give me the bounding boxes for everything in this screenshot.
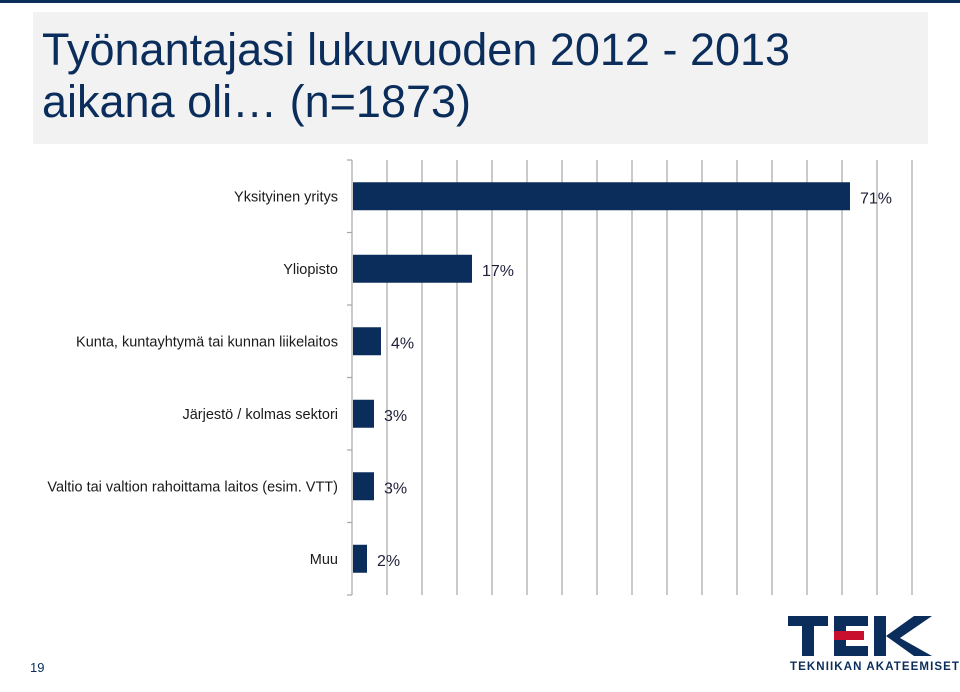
bar xyxy=(353,254,472,283)
data-label: 71% xyxy=(860,190,892,207)
bar xyxy=(353,399,374,428)
title-line-2: aikana oli… (n=1873) xyxy=(42,76,472,127)
category-label: Kunta, kuntayhtymä tai kunnan liikelaito… xyxy=(76,334,338,350)
tek-logo xyxy=(788,616,932,656)
category-label: Muu xyxy=(310,552,338,568)
title-box: Työnantajasi lukuvuoden 2012 - 2013 aika… xyxy=(33,12,928,144)
tek-logo-mark-icon xyxy=(788,616,932,656)
page-title: Työnantajasi lukuvuoden 2012 - 2013 aika… xyxy=(42,24,790,128)
page-number: 19 xyxy=(30,660,45,675)
data-label: 2% xyxy=(377,553,400,570)
logo-subtitle: TEKNIIKAN AKATEEMISET xyxy=(790,661,960,673)
bar-chart: Yksityinen yritys 71% Yliopisto 17% Kunta, k… xyxy=(47,159,913,596)
bar xyxy=(353,472,374,501)
top-rule xyxy=(0,0,960,3)
data-label: 17% xyxy=(482,263,514,280)
category-label: Järjestö / kolmas sektori xyxy=(182,407,338,423)
bar xyxy=(353,327,381,356)
bar xyxy=(353,182,850,211)
category-label: Valtio tai valtion rahoittama laitos (es… xyxy=(47,479,338,495)
data-label: 3% xyxy=(384,408,407,425)
category-label: Yliopisto xyxy=(283,262,338,278)
category-label: Yksityinen yritys xyxy=(234,189,338,205)
data-label: 3% xyxy=(384,480,407,497)
bar xyxy=(353,544,367,573)
title-line-1: Työnantajasi lukuvuoden 2012 - 2013 xyxy=(42,24,791,75)
data-label: 4% xyxy=(391,335,414,352)
